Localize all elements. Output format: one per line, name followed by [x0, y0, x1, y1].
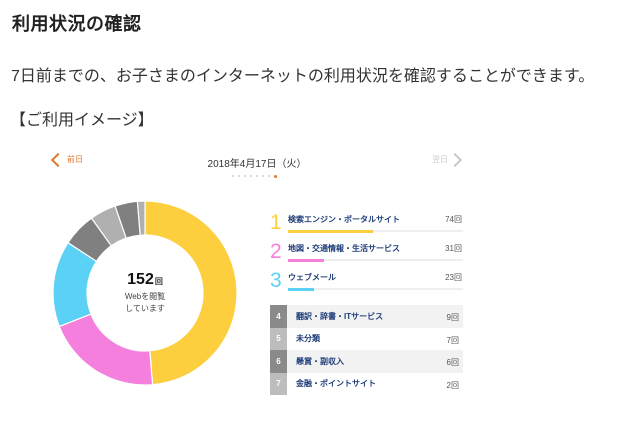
page-dot-active: [274, 174, 277, 178]
usage-bar-track: [288, 229, 463, 233]
usage-image-heading: 【ご利用イメージ】: [10, 112, 154, 129]
prev-day-button[interactable]: 前日: [50, 152, 83, 167]
usage-bar: [288, 287, 315, 291]
page-dot: [256, 175, 258, 177]
category-label: 懸賞・副収入: [296, 356, 344, 366]
top-ranking-list: 1 検索エンジン・ポータルサイト 74回 2 地図・交通情報・生活サービス 31…: [268, 210, 464, 297]
ranking-row-1[interactable]: 1 検索エンジン・ポータルサイト 74回: [268, 210, 464, 239]
rank-number: 2: [270, 240, 282, 263]
category-label: 地図・交通情報・生活サービス: [288, 244, 400, 253]
page-indicator: [232, 174, 277, 178]
page-dot: [262, 175, 264, 177]
center-caption: Webを閲覧 しています: [125, 291, 165, 315]
category-label: ウェブメール: [288, 273, 336, 282]
category-count: 31回: [445, 244, 462, 253]
caption-line-1: Webを閲覧: [124, 292, 166, 301]
usage-bar: [288, 258, 324, 262]
donut-slice: [136, 200, 146, 236]
ranking-row-6[interactable]: 6 懸賞・副収入 6回: [270, 350, 463, 373]
rank-number: 3: [270, 269, 282, 292]
category-count: 7回: [446, 335, 459, 345]
rank-badge: 7: [270, 372, 287, 395]
category-count: 6回: [446, 358, 459, 367]
category-label: 翻訳・辞書・ITサービス: [296, 311, 384, 321]
ranking-row-3[interactable]: 3 ウェブメール 23回: [268, 268, 464, 297]
page-dot: [238, 175, 240, 177]
page-dot: [232, 175, 234, 177]
total-count: 152回: [127, 271, 163, 289]
category-label: 検索エンジン・ポータルサイト: [288, 215, 400, 224]
caption-line-2: しています: [125, 304, 165, 313]
category-count: 74回: [445, 215, 462, 224]
rank-number: 1: [270, 211, 282, 234]
next-day-button[interactable]: 翌日: [432, 152, 463, 167]
page-dot: [250, 175, 252, 177]
page-dot: [244, 175, 246, 177]
total-unit: 回: [154, 277, 163, 286]
total-value: 152: [127, 271, 154, 288]
chevron-left-icon: [50, 152, 66, 167]
other-ranking-list: 4 翻訳・辞書・ITサービス 9回 5 未分類 7回 6 懸賞・副収入 6回 7…: [270, 305, 463, 395]
ranking-row-7[interactable]: 7 金融・ポイントサイト 2回: [270, 372, 463, 395]
rank-badge: 4: [270, 305, 287, 328]
next-day-label: 翌日: [432, 155, 448, 164]
ranking-row-2[interactable]: 2 地図・交通情報・生活サービス 31回: [268, 239, 464, 268]
page-description: 7日前までの、お子さまのインターネットの利用状況を確認することができます。: [11, 68, 595, 85]
category-count: 2回: [446, 380, 459, 390]
usage-bar-track: [288, 258, 463, 262]
donut-center: 152回 Webを閲覧 しています: [52, 200, 238, 386]
category-label: 金融・ポイントサイト: [296, 379, 376, 389]
current-date: 2018年4月17日（火）: [207, 159, 307, 170]
ranking-row-4[interactable]: 4 翻訳・辞書・ITサービス 9回: [270, 305, 463, 328]
donut-svg: [52, 200, 238, 386]
page-dot: [268, 175, 270, 177]
donut-slice: [144, 200, 238, 386]
usage-donut-chart: 152回 Webを閲覧 しています: [52, 200, 238, 386]
category-label: 未分類: [296, 334, 320, 344]
rank-badge: 5: [270, 327, 287, 350]
rank-badge: 6: [270, 350, 287, 373]
prev-day-label: 前日: [67, 155, 83, 164]
usage-bar-track: [288, 287, 463, 291]
category-count: 23回: [445, 273, 462, 282]
usage-bar: [288, 229, 374, 233]
page-title: 利用状況の確認: [12, 14, 142, 34]
ranking-row-5[interactable]: 5 未分類 7回: [270, 327, 463, 350]
chevron-right-icon: [447, 152, 463, 167]
category-count: 9回: [446, 313, 459, 322]
